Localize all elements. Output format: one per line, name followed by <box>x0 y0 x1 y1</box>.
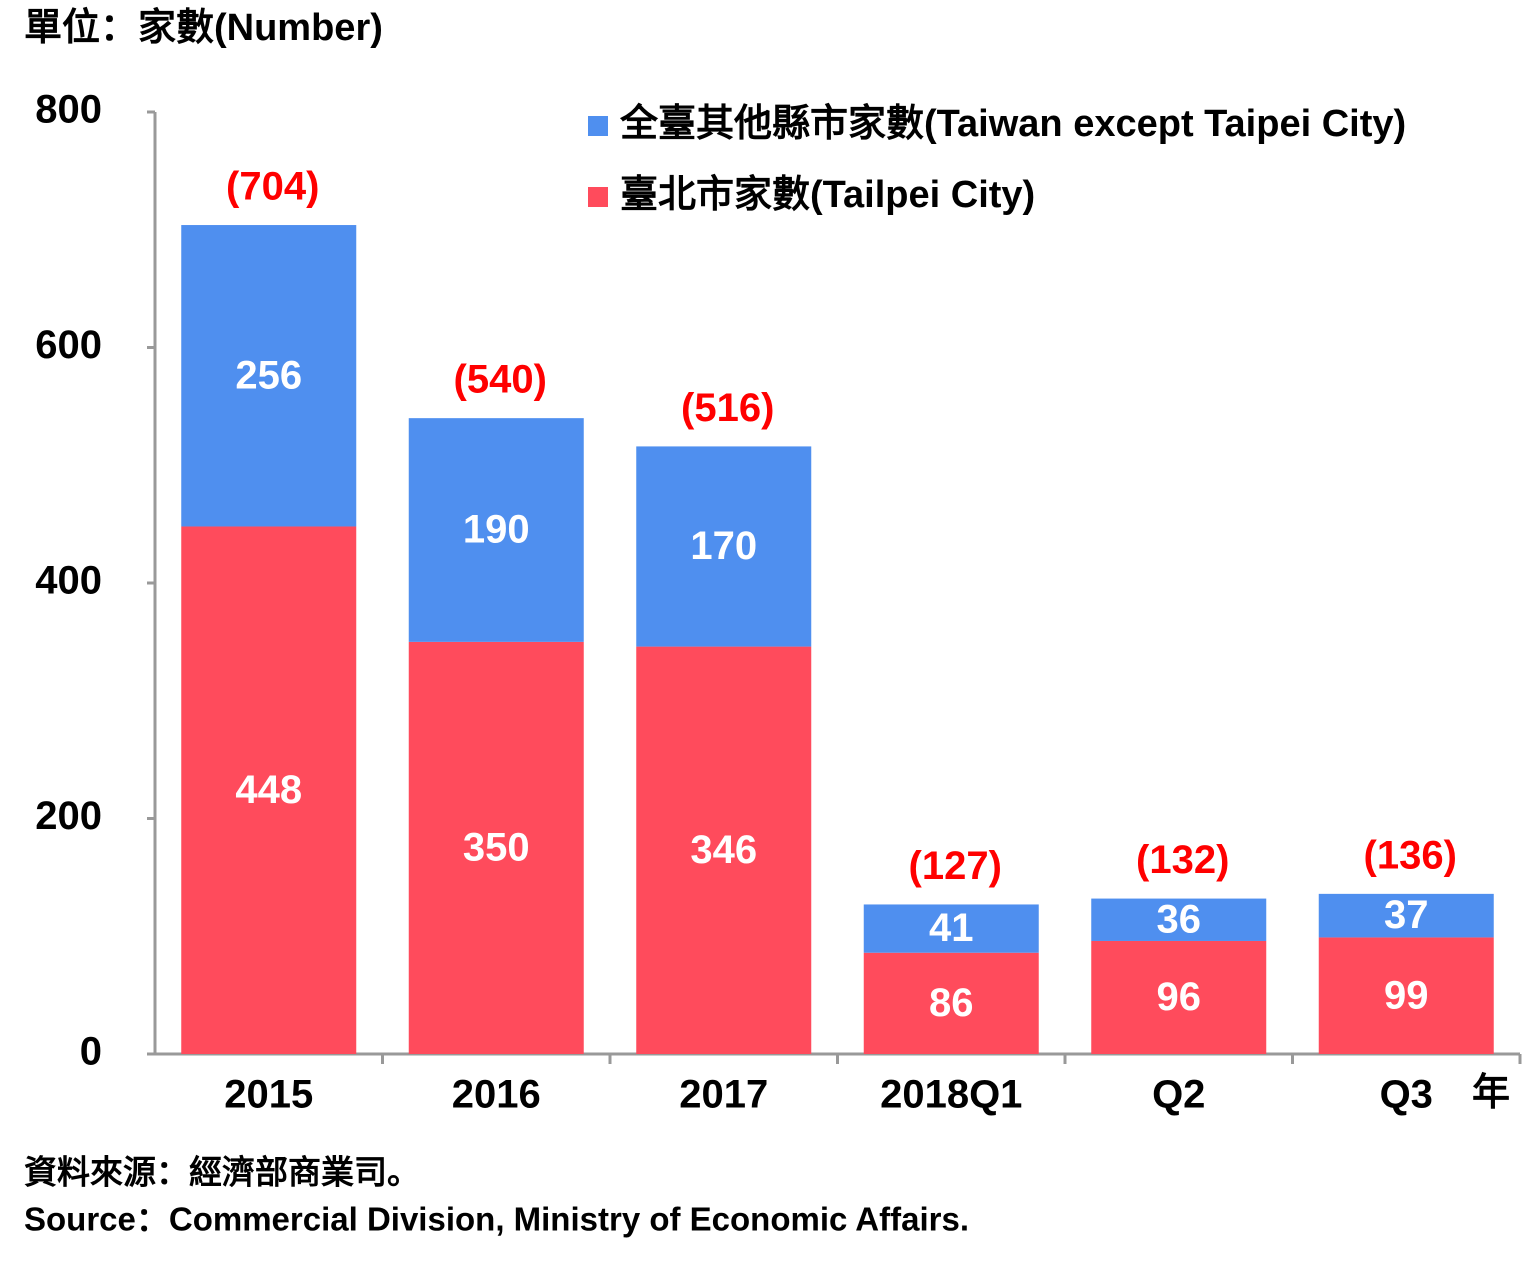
x-tick-label: 2016 <box>452 1073 541 1117</box>
bar-segment <box>181 225 357 527</box>
x-tick-label: Q2 <box>1152 1073 1205 1117</box>
bar-segment <box>863 952 1039 1054</box>
legend-label: 臺北市家數(Tailpei City) <box>620 174 1035 216</box>
value-label: 346 <box>690 828 757 872</box>
value-label: 36 <box>1157 897 1202 941</box>
value-label: 448 <box>235 768 302 812</box>
x-tick-label: 2018Q1 <box>880 1073 1022 1117</box>
bar-segment <box>408 641 584 1054</box>
bar-segment <box>1091 898 1267 941</box>
y-tick-label: 200 <box>35 794 102 838</box>
value-label: 41 <box>929 906 974 950</box>
y-tick-label: 800 <box>35 88 102 132</box>
value-label: 86 <box>929 981 974 1025</box>
total-label: (136) <box>1364 833 1457 877</box>
bar-segment <box>1318 937 1494 1054</box>
unit-label: 單位：家數(Number) <box>24 7 383 49</box>
x-unit-label: 年 <box>1472 1072 1510 1114</box>
value-label: 350 <box>463 826 530 870</box>
source-zh: 資料來源：經濟部商業司。 <box>24 1154 420 1191</box>
total-label: (540) <box>454 358 547 402</box>
value-label: 96 <box>1157 975 1202 1019</box>
bar-segment <box>1318 893 1494 938</box>
value-label: 99 <box>1384 973 1429 1017</box>
total-label: (704) <box>226 165 319 209</box>
x-tick-label: Q3 <box>1380 1073 1433 1117</box>
source-en: Source：Commercial Division, Ministry of … <box>24 1201 969 1238</box>
legend-swatch <box>588 187 608 207</box>
bar-segment <box>863 904 1039 953</box>
value-label: 170 <box>690 524 757 568</box>
x-tick-label: 2017 <box>679 1073 768 1117</box>
value-label: 37 <box>1384 893 1429 937</box>
x-tick-label: 2015 <box>224 1073 313 1117</box>
bar-segment <box>636 446 812 647</box>
bar-segment <box>636 646 812 1054</box>
bar-segment <box>408 418 584 642</box>
total-label: (127) <box>909 844 1002 888</box>
legend-label: 全臺其他縣市家數(Taiwan except Taipei City) <box>619 102 1406 145</box>
legend-swatch <box>588 116 608 136</box>
value-label: 190 <box>463 508 530 552</box>
value-label: 256 <box>235 353 302 397</box>
bar-segment <box>1091 940 1267 1054</box>
y-tick-label: 0 <box>80 1030 102 1074</box>
total-label: (516) <box>681 386 774 430</box>
y-tick-label: 600 <box>35 323 102 367</box>
y-tick-label: 400 <box>35 559 102 603</box>
bar-segment <box>181 526 357 1054</box>
total-label: (132) <box>1136 838 1229 882</box>
